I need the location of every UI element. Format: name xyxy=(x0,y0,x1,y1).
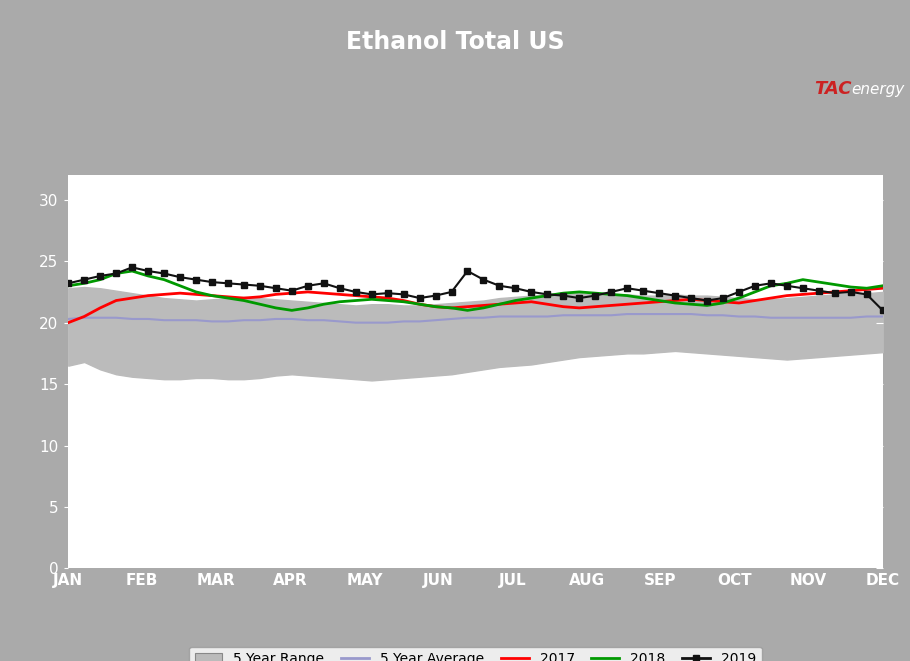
Text: Ethanol Total US: Ethanol Total US xyxy=(346,30,564,54)
Text: energy: energy xyxy=(851,82,905,97)
Text: TAC: TAC xyxy=(814,80,852,98)
Legend: 5 Year Range, 5 Year Average, 2017, 2018, 2019: 5 Year Range, 5 Year Average, 2017, 2018… xyxy=(189,646,762,661)
